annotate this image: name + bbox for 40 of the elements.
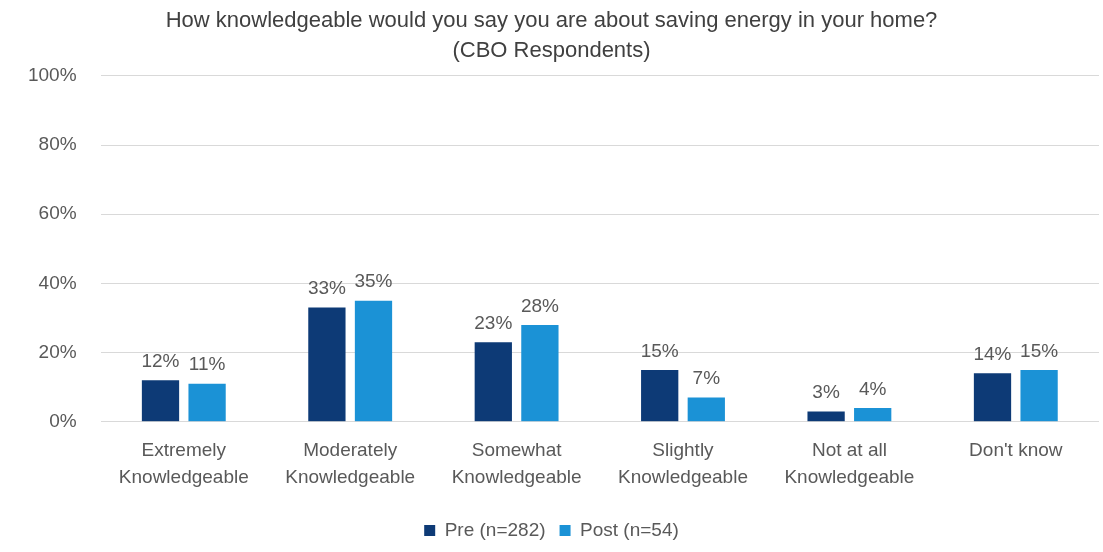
y-tick-label: 80% [38, 133, 77, 155]
y-tick-label: 20% [38, 340, 77, 362]
data-label: 12% [141, 350, 180, 372]
x-tick-label: Slightly Knowledgeable [618, 439, 748, 487]
x-tick-label: Somewhat Knowledgeable [451, 439, 582, 487]
data-label: 35% [354, 270, 393, 292]
bar [474, 342, 512, 422]
y-tick-label: 0% [49, 410, 77, 432]
chart-subtitle: (CBO Respondents) [452, 36, 651, 62]
data-label: 33% [307, 277, 347, 299]
x-tick-label: Extremely Knowledgeable [118, 439, 249, 487]
chart-title: How knowledgeable would you say you are about saving energy in your home? [165, 7, 938, 33]
y-tick-label: 100% [27, 64, 77, 86]
data-label: 7% [692, 367, 721, 389]
bar [641, 369, 679, 422]
data-label: 14% [973, 343, 1012, 365]
data-label: 15% [640, 339, 679, 361]
x-tick-label: Moderately Knowledgeable [285, 439, 416, 487]
bar [854, 407, 892, 422]
bar [687, 397, 725, 422]
bar [973, 373, 1012, 422]
bar [188, 383, 226, 422]
bar [1020, 369, 1058, 422]
data-label: 28% [520, 294, 560, 316]
data-label: 3% [812, 381, 840, 403]
data-label: 11% [188, 353, 226, 375]
legend-label: Pre (n=282) [444, 518, 546, 540]
bar [308, 307, 346, 422]
data-label: 4% [858, 377, 887, 399]
x-tick-label: Don't know [969, 439, 1063, 461]
bar [354, 300, 393, 422]
data-label: 23% [474, 311, 513, 333]
y-tick-label: 40% [38, 271, 77, 293]
y-tick-label: 60% [38, 202, 77, 224]
legend-label: Post (n=54) [580, 518, 679, 540]
bar [807, 411, 845, 422]
bar [521, 324, 559, 422]
x-tick-label: Not at all Knowledgeable [784, 439, 915, 487]
data-label: 15% [1020, 339, 1059, 361]
bar [141, 380, 180, 422]
